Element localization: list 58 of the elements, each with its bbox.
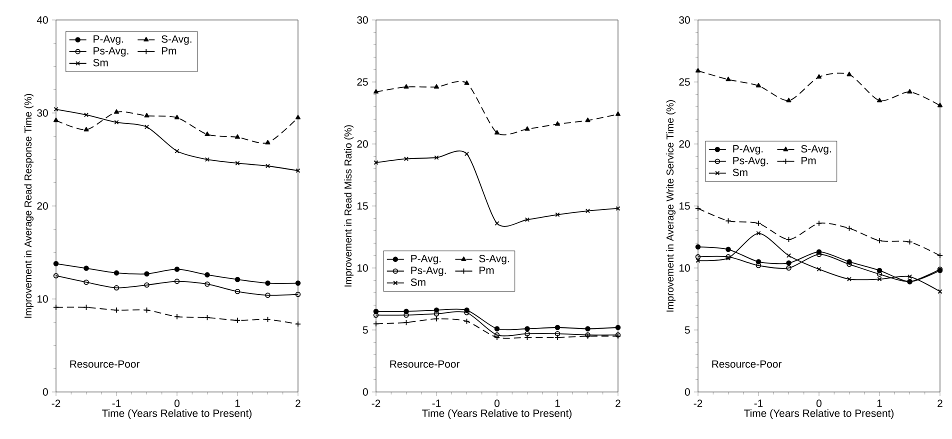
annotation: Resource-Poor bbox=[712, 360, 782, 368]
y-axis-title: Improvement in Average Write Service Time (%) bbox=[666, 100, 676, 312]
legend-label: Ps-Avg. bbox=[94, 47, 128, 57]
x-tick-label: 2 bbox=[296, 400, 300, 407]
y-tick-label: 30 bbox=[37, 109, 48, 117]
legend-label: P-Avg. bbox=[94, 35, 124, 45]
y-tick-label: 15 bbox=[357, 202, 368, 210]
legend-label: Sm bbox=[732, 168, 748, 176]
y-tick-label: 0 bbox=[684, 388, 690, 396]
x-tick-label: 0 bbox=[174, 400, 180, 408]
y-tick-label: 5 bbox=[362, 326, 368, 334]
y-axis-title: Improvement in Read Miss Ratio (%) bbox=[344, 125, 354, 286]
x-tick-label: -1 bbox=[754, 400, 763, 407]
y-tick-label: 0 bbox=[42, 388, 48, 396]
legend-label: Ps-Avg. bbox=[411, 266, 446, 276]
x-tick-label: -1 bbox=[112, 400, 121, 407]
legend-label: Sm bbox=[93, 58, 108, 66]
x-tick-label: -2 bbox=[52, 400, 60, 407]
y-tick-label: 20 bbox=[679, 140, 690, 148]
annotation: Resource-Poor bbox=[390, 360, 460, 368]
y-tick-label: 20 bbox=[357, 140, 368, 148]
legend-label: S-Avg. bbox=[801, 145, 831, 155]
legend-label: Sm bbox=[410, 278, 426, 286]
y-tick-label: 30 bbox=[679, 16, 690, 24]
y-axis-title: Improvement in Average Read Response Time (%) bbox=[24, 94, 34, 318]
x-axis-title: Time (Years Relative to Present) bbox=[102, 409, 252, 419]
x-tick-label: 1 bbox=[877, 400, 882, 407]
annotation: Resource-Poor bbox=[70, 360, 140, 368]
legend-label: S-Avg. bbox=[162, 35, 192, 45]
x-tick-label: 1 bbox=[555, 400, 560, 407]
legend-label: P-Avg. bbox=[411, 254, 441, 264]
legend-label: Pm bbox=[162, 47, 176, 54]
legend-label: Pm bbox=[480, 266, 494, 274]
y-tick-label: 10 bbox=[357, 264, 368, 272]
y-tick-label: 25 bbox=[679, 78, 690, 86]
x-tick-label: 2 bbox=[616, 400, 620, 407]
x-tick-label: -2 bbox=[372, 400, 380, 407]
x-tick-label: 0 bbox=[816, 400, 822, 408]
y-tick-label: 25 bbox=[357, 78, 368, 86]
legend-label: Pm bbox=[802, 156, 816, 164]
x-axis-title: Time (Years Relative to Present) bbox=[744, 409, 894, 419]
x-tick-label: -2 bbox=[694, 400, 702, 407]
x-tick-label: 1 bbox=[235, 400, 240, 407]
x-tick-label: 2 bbox=[938, 400, 942, 407]
y-tick-label: 10 bbox=[37, 295, 48, 303]
x-tick-label: -1 bbox=[432, 400, 441, 407]
y-tick-label: 0 bbox=[362, 388, 368, 396]
legend-label: Ps-Avg. bbox=[733, 156, 768, 166]
legend-label: S-Avg. bbox=[479, 254, 509, 264]
y-tick-label: 20 bbox=[37, 202, 48, 210]
y-tick-label: 10 bbox=[679, 264, 690, 272]
x-tick-label: 0 bbox=[494, 400, 500, 408]
y-tick-label: 5 bbox=[684, 326, 690, 334]
y-tick-label: 40 bbox=[36, 16, 48, 24]
x-axis-title: Time (Years Relative to Present) bbox=[422, 409, 572, 419]
y-tick-label: 30 bbox=[357, 16, 368, 24]
y-tick-label: 15 bbox=[679, 202, 690, 210]
legend-label: P-Avg. bbox=[733, 145, 763, 155]
